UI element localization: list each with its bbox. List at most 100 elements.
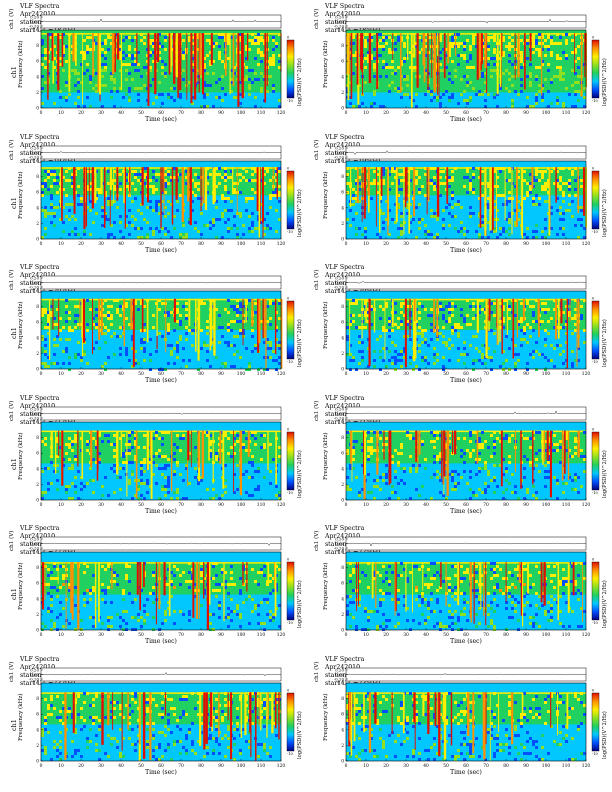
spectrogram-cell (74, 439, 77, 443)
spectrogram-cell (119, 326, 122, 329)
spectrogram-cell (445, 445, 448, 449)
spectrogram-cell (517, 208, 520, 212)
sferic-streak (416, 33, 419, 88)
spectrogram-cell (430, 323, 433, 326)
spectrogram-cell (559, 226, 562, 230)
spectrogram-cell (65, 60, 68, 63)
spectrogram-cell (403, 302, 406, 305)
spectrogram-cell (158, 42, 161, 45)
x-axis-label: Time (sec) (450, 116, 482, 123)
spectrogram-cell (107, 628, 110, 631)
spectrogram-cell (152, 232, 155, 236)
spectrogram-cell (562, 430, 565, 434)
spectrogram-cell (161, 66, 164, 69)
spectrogram-cell (574, 308, 577, 311)
spectrogram-cell (239, 302, 242, 305)
spectrogram-cell (224, 184, 227, 188)
spectrogram-cell (496, 235, 499, 239)
spectrogram-cell (349, 323, 352, 326)
spectrogram-cell (538, 178, 541, 182)
sferic-streak (387, 166, 389, 235)
spectrogram-cell (44, 308, 47, 311)
spectrogram-cell (62, 54, 65, 57)
spectrogram-cell (107, 305, 110, 308)
spectrogram-cell (556, 478, 559, 482)
spectrogram-cell (149, 184, 152, 188)
spectrogram-cell (278, 493, 281, 497)
spectrogram-cell (224, 365, 227, 368)
colorbar (286, 170, 295, 229)
spectrogram-cell (448, 616, 451, 619)
sferic-streak (206, 562, 209, 630)
spectrogram-cell (448, 184, 451, 188)
spectrogram-cell (179, 193, 182, 197)
spectrogram-cell (559, 326, 562, 329)
spectrogram-cell (493, 205, 496, 209)
spectrogram-cell (574, 193, 577, 197)
spectrogram-cell (62, 574, 65, 577)
spectrogram-cell (227, 36, 230, 39)
spectrogram-cell (173, 214, 176, 218)
spectrogram-cell (110, 202, 113, 206)
spectrogram-cell (394, 69, 397, 72)
spectrogram-cell (128, 323, 131, 326)
spectrogram-cell (206, 487, 209, 491)
sferic-streak (577, 298, 580, 348)
spectrogram-cell (355, 302, 358, 305)
spectrogram-cell (164, 484, 167, 488)
spectrogram-cell (206, 326, 209, 329)
spectrogram-cell (439, 433, 442, 437)
spectrogram-cell (388, 66, 391, 69)
spectrogram-cell (236, 305, 239, 308)
x-tick-label: 10 (58, 372, 64, 377)
sferic-streak (262, 298, 264, 339)
spectrogram-cell (349, 344, 352, 347)
spectrogram-cell (86, 96, 89, 99)
spectrogram-cell (107, 235, 110, 239)
spectrogram-cell (361, 232, 364, 236)
spectrogram-cell (544, 463, 547, 467)
spectrogram-cell (212, 42, 215, 45)
spectrogram-cell (367, 430, 370, 434)
spectrogram-cell (44, 81, 47, 84)
spectrogram-cell (71, 172, 74, 176)
spectrogram-cell (370, 196, 373, 200)
sferic-streak (213, 166, 216, 202)
spectrogram-cell (179, 172, 182, 176)
spectrogram-cell (137, 172, 140, 176)
spectrogram-cell (92, 490, 95, 494)
spectrogram-cell (418, 463, 421, 467)
spectrogram-cell (367, 33, 370, 36)
spectrogram-cell (152, 616, 155, 619)
spectrogram-cell (409, 571, 412, 574)
spectrogram-cell (185, 365, 188, 368)
spectrogram-cell (95, 607, 98, 610)
spectrogram-cell (224, 308, 227, 311)
spectrogram-cell (158, 45, 161, 48)
spectrogram-cell (59, 57, 62, 60)
spectrogram-cell (409, 220, 412, 224)
spectrogram-cell (451, 326, 454, 329)
spectrogram-cell (47, 332, 50, 335)
spectrogram-cell (203, 302, 206, 305)
sferic-streak (549, 166, 551, 229)
timeline-trace (345, 409, 587, 414)
sferic-streak (177, 33, 179, 98)
spectrogram-cell (352, 571, 355, 574)
spectrogram-cell (403, 78, 406, 81)
spectrogram-cell (583, 469, 586, 473)
spectrogram-cell (194, 181, 197, 185)
spectrogram-cell (89, 466, 92, 470)
spectrogram-cell (457, 436, 460, 440)
spectrogram-cell (490, 356, 493, 359)
spectrogram-cell (451, 308, 454, 311)
spectrogram-cell (215, 96, 218, 99)
spectrogram-cell (526, 57, 529, 60)
spectrogram-cell (397, 598, 400, 601)
sferic-streak (65, 562, 67, 630)
spectrogram-cell (164, 214, 167, 218)
spectrogram-cell (505, 359, 508, 362)
spectrogram-cell (260, 90, 263, 93)
spectrogram-cell (508, 308, 511, 311)
spectrogram-cell (176, 344, 179, 347)
